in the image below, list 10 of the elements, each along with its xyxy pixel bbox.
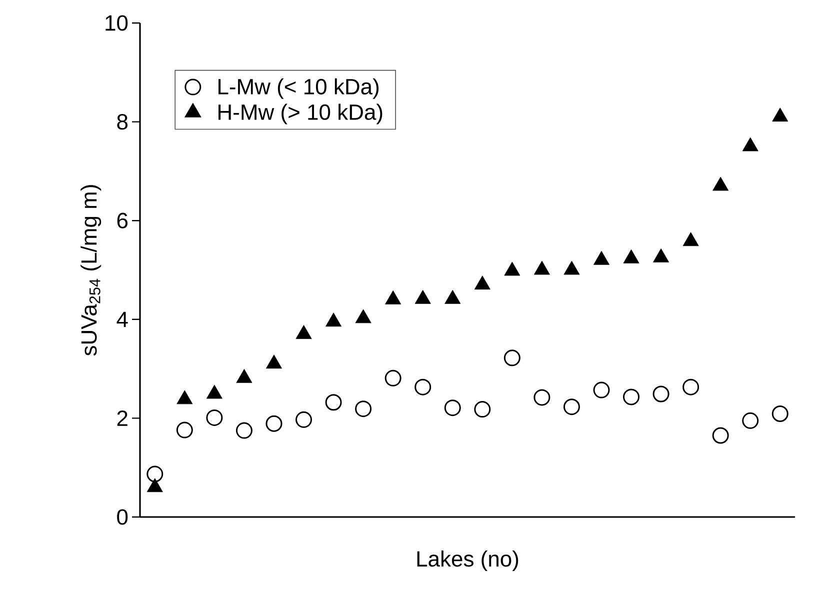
legend-label: L-Mw (< 10 kDa): [218, 78, 379, 99]
x-axis-title: Lakes (no): [417, 550, 518, 572]
y-tick-label: 8: [117, 114, 128, 130]
y-tick-label: 0: [117, 509, 128, 525]
y-tick-label: 2: [117, 410, 128, 426]
y-tick-label: 6: [117, 212, 128, 228]
legend-label: H-Mw (> 10 kDa): [218, 104, 382, 124]
y-tick-label: 10: [106, 15, 128, 31]
y-axis-title: sUVa$_{254}$ (L/mg m): [80, 185, 102, 356]
y-tick-label: 4: [116, 312, 128, 327]
